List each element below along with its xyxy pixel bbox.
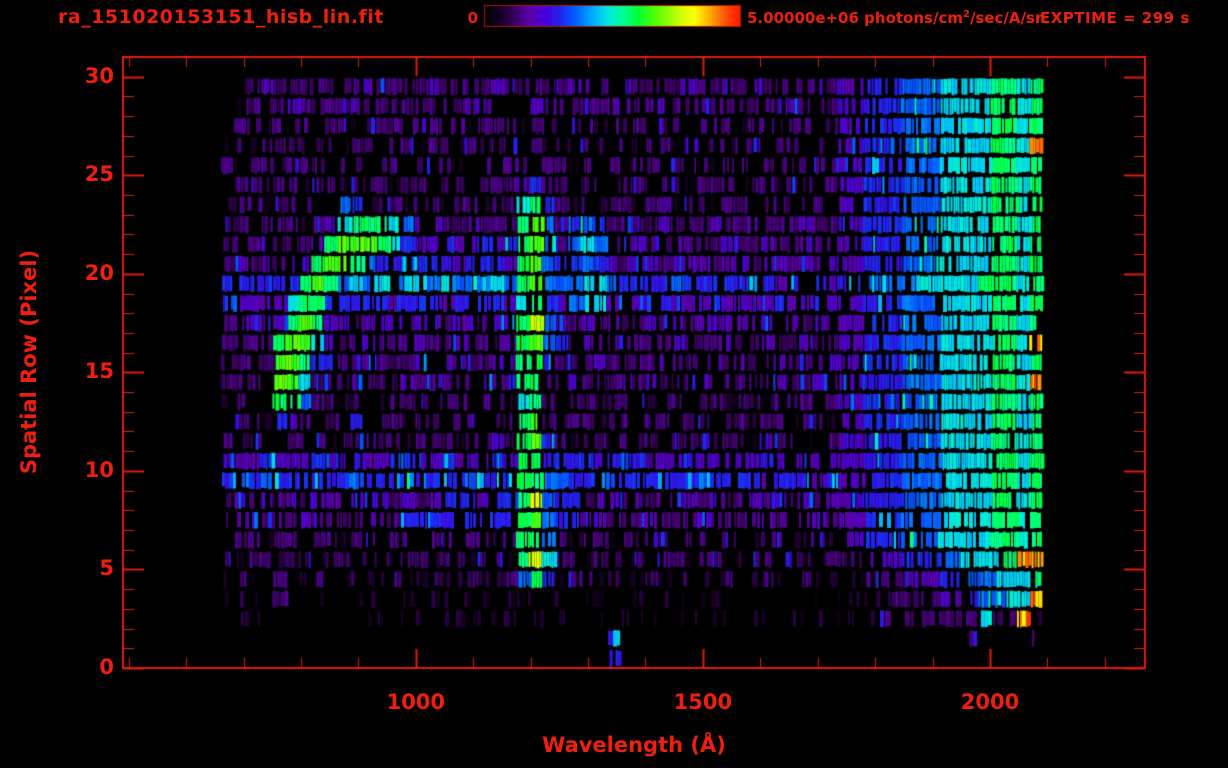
y-tick-label: 20: [84, 260, 114, 285]
x-tick-label: 2000: [960, 690, 1020, 714]
exposure-time-label: EXPTIME = 299 s: [1040, 9, 1190, 27]
fits-filename-title: ra_151020153151_hisb_lin.fit: [58, 6, 384, 28]
y-tick-label: 5: [99, 556, 114, 581]
y-tick-label: 15: [84, 359, 114, 384]
colorbar-max-label-post: /sec/A/sr: [969, 9, 1043, 27]
y-tick-label: 0: [99, 655, 114, 679]
y-tick-label: 25: [84, 162, 114, 187]
colorbar-min-label: 0: [467, 9, 478, 27]
y-tick-label: 30: [84, 63, 114, 88]
colorbar-max-label-pre: 5.00000e+06 photons/cm: [747, 9, 963, 27]
y-tick-label: 10: [84, 457, 114, 482]
x-tick-label: 1000: [386, 690, 446, 714]
x-tick-label: 1500: [673, 690, 733, 714]
y-axis-title: Spatial Row (Pixel): [17, 249, 41, 475]
colorbar-max-label: 5.00000e+06 photons/cm2/sec/A/sr: [747, 9, 1042, 27]
x-axis-title: Wavelength (Å): [542, 733, 726, 757]
colorbar-max-label-sup: 2: [962, 9, 970, 20]
